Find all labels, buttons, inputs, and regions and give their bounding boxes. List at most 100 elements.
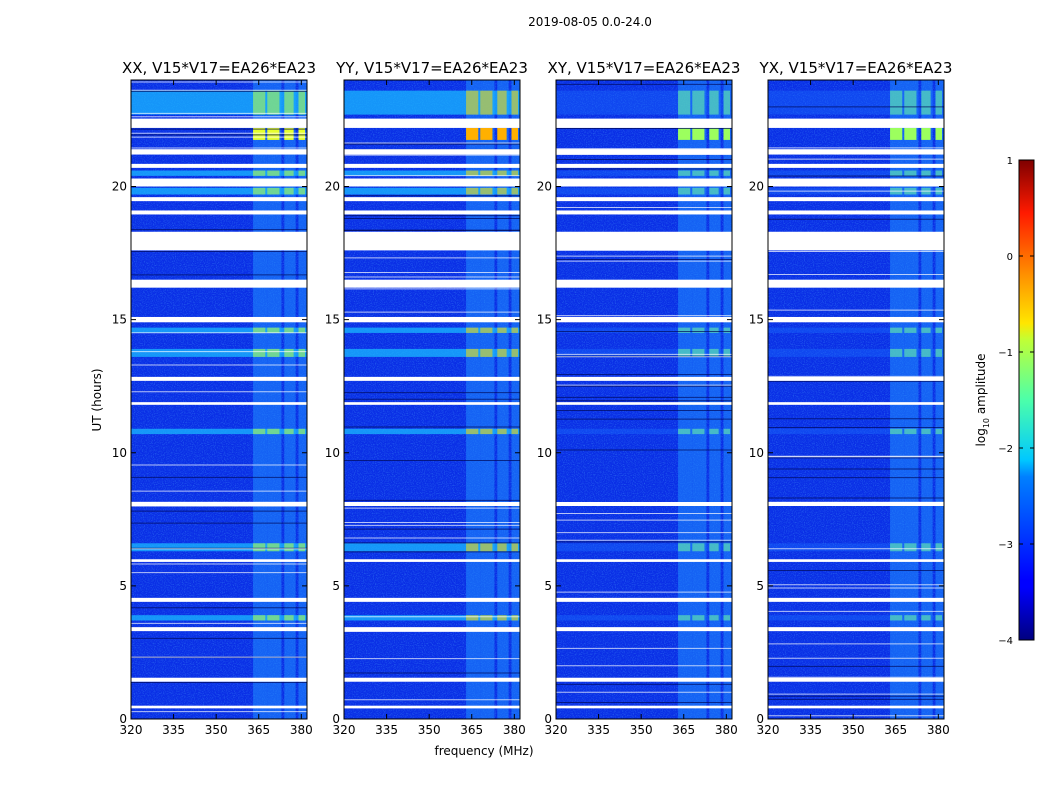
rfi-hotspot <box>480 187 493 195</box>
rfi-hotspot <box>904 170 917 176</box>
flagged-range <box>556 197 732 202</box>
flagged-range <box>768 597 944 602</box>
rfi-burst <box>253 127 266 140</box>
rfi-hotspot <box>723 543 730 552</box>
x-tick-label: 380 <box>927 723 950 737</box>
time-stripe <box>131 170 307 176</box>
flagged-range <box>556 231 732 251</box>
colorbar-tick-label: −3 <box>998 540 1013 551</box>
flagged-range <box>131 149 307 155</box>
y-tick-label: 15 <box>112 313 127 327</box>
flagged-range <box>768 502 944 506</box>
rfi-hotspot <box>511 170 518 176</box>
flagged-range <box>344 178 520 187</box>
time-stripe <box>556 428 732 435</box>
rfi-hotspot <box>723 90 730 115</box>
flagged-range <box>556 163 732 168</box>
rfi-hotspot <box>466 428 479 435</box>
x-tick-label: 335 <box>162 723 185 737</box>
time-stripe <box>344 90 520 115</box>
rfi-burst <box>480 127 493 140</box>
x-tick-label: 365 <box>247 723 270 737</box>
rfi-hotspot <box>692 543 705 552</box>
colorbar-tick-label: −2 <box>998 444 1013 455</box>
time-stripe <box>131 327 307 333</box>
flagged-range <box>768 149 944 155</box>
rfi-hotspot <box>267 187 280 195</box>
flagged-range <box>556 597 732 602</box>
rfi-hotspot <box>921 348 931 357</box>
rfi-hotspot <box>904 543 917 552</box>
rfi-hotspot <box>678 615 691 621</box>
rfi-burst <box>723 127 730 140</box>
rfi-hotspot <box>692 90 705 115</box>
rfi-hotspot <box>511 327 518 333</box>
rfi-burst <box>284 127 294 140</box>
rfi-hotspot <box>709 543 719 552</box>
flagged-range <box>768 559 944 562</box>
rfi-hotspot <box>253 187 266 195</box>
flagged-range <box>344 118 520 128</box>
x-tick-label: 335 <box>799 723 822 737</box>
flagged-range <box>344 210 520 215</box>
rfi-hotspot <box>921 428 931 435</box>
rfi-hotspot <box>890 90 903 115</box>
flagged-range <box>131 402 307 405</box>
flagged-range <box>131 231 307 251</box>
rfi-hotspot <box>497 170 507 176</box>
rfi-hotspot <box>904 90 917 115</box>
rfi-hotspot <box>678 348 691 357</box>
rfi-hotspot <box>480 90 493 115</box>
flagged-range <box>344 559 520 562</box>
x-tick-label: 380 <box>715 723 738 737</box>
y-tick-label: 0 <box>119 712 127 726</box>
rfi-hotspot <box>890 615 903 621</box>
x-tick-label: 365 <box>884 723 907 737</box>
rfi-hotspot <box>267 543 280 552</box>
rfi-hotspot <box>709 90 719 115</box>
rfi-channel-band <box>935 80 944 719</box>
rfi-hotspot <box>466 327 479 333</box>
rfi-hotspot <box>511 187 518 195</box>
y-tick-label: 10 <box>749 446 764 460</box>
rfi-hotspot <box>921 90 931 115</box>
flagged-range <box>768 677 944 682</box>
rfi-hotspot <box>497 187 507 195</box>
flagged-range <box>344 627 520 632</box>
flagged-range <box>344 677 520 682</box>
flagged-range <box>556 559 732 562</box>
flagged-range <box>556 502 732 506</box>
flagged-range <box>344 597 520 602</box>
colorbar-label-rest: amplitude <box>974 354 988 418</box>
rfi-hotspot <box>497 327 507 333</box>
rfi-hotspot <box>723 615 730 621</box>
x-tick-label: 320 <box>545 723 568 737</box>
rfi-hotspot <box>267 428 280 435</box>
rfi-hotspot <box>692 170 705 176</box>
rfi-hotspot <box>253 170 266 176</box>
rfi-hotspot <box>904 348 917 357</box>
time-stripe <box>344 428 520 435</box>
time-stripe <box>131 615 307 621</box>
rfi-hotspot <box>497 90 507 115</box>
rfi-hotspot <box>511 90 518 115</box>
rfi-hotspot <box>480 348 493 357</box>
panel-title: XY, V15*V17=EA26*EA23 <box>548 59 741 77</box>
rfi-hotspot <box>890 348 903 357</box>
flagged-range <box>344 279 520 288</box>
y-tick-label: 0 <box>756 712 764 726</box>
rfi-hotspot <box>723 428 730 435</box>
y-tick-label: 5 <box>119 579 127 593</box>
rfi-hotspot <box>678 428 691 435</box>
rfi-hotspot <box>267 348 280 357</box>
flagged-range <box>131 597 307 602</box>
rfi-hotspot <box>284 615 294 621</box>
rfi-hotspot <box>284 348 294 357</box>
flagged-range <box>768 231 944 251</box>
rfi-hotspot <box>284 428 294 435</box>
flagged-range <box>768 163 944 168</box>
flagged-range <box>131 559 307 562</box>
x-tick-label: 380 <box>290 723 313 737</box>
rfi-hotspot <box>298 615 305 621</box>
